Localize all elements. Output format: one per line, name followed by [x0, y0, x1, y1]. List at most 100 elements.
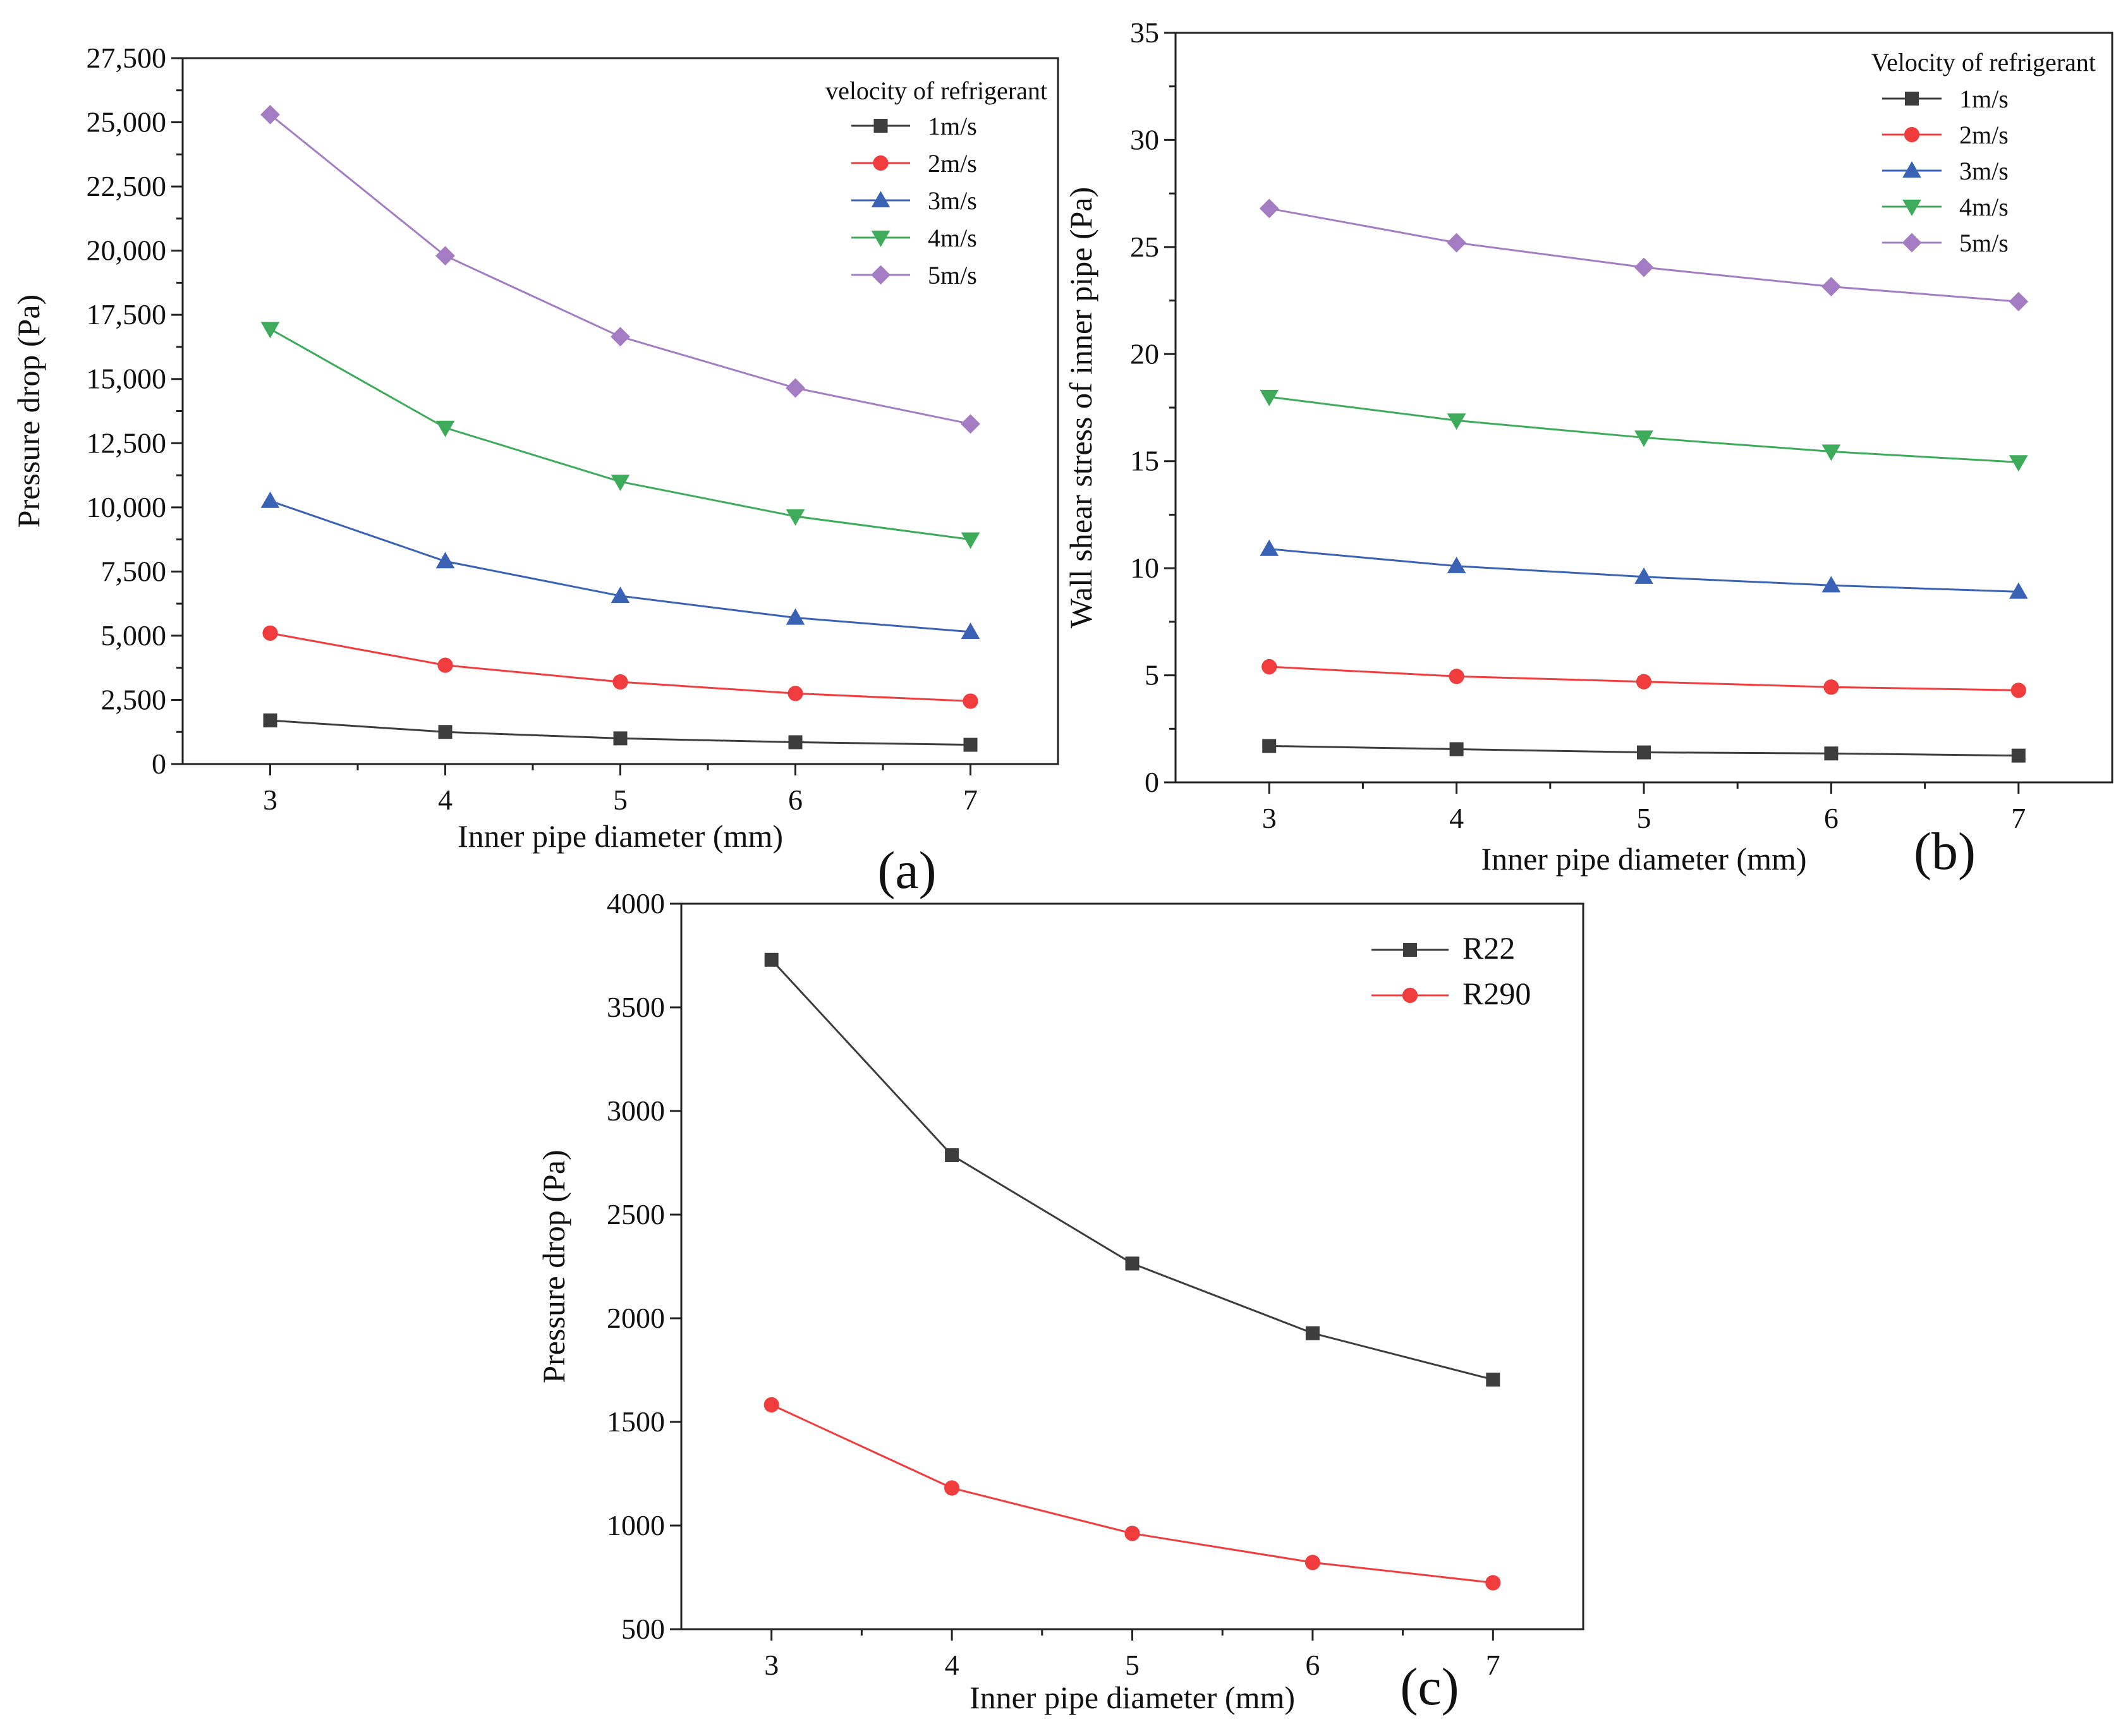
x-tick-label: 4: [1449, 802, 1464, 834]
data-point: [961, 532, 980, 549]
legend-title: velocity of refrigerant: [825, 76, 1047, 105]
legend-label: 2m/s: [1959, 121, 2009, 149]
data-point: [262, 625, 278, 641]
data-point: [1125, 1256, 1140, 1271]
x-tick-label: 3: [263, 784, 277, 816]
x-tick-label: 3: [764, 1649, 779, 1681]
data-point: [1259, 198, 1279, 219]
legend-marker: [1403, 943, 1417, 957]
data-point: [611, 327, 630, 347]
data-point: [435, 246, 455, 266]
legend-label: 5m/s: [928, 261, 977, 289]
data-point: [786, 608, 805, 625]
y-tick-label: 3500: [607, 991, 665, 1023]
data-point: [1304, 1555, 1320, 1570]
series-line: [269, 328, 971, 541]
series-line: [269, 114, 971, 425]
legend-label: R290: [1462, 976, 1531, 1011]
data-point: [2009, 455, 2028, 472]
legend-marker: [1904, 126, 1920, 143]
y-tick-label: 22,500: [87, 170, 167, 202]
series-line: [1268, 207, 2019, 303]
data-point: [2010, 683, 2026, 698]
data-point: [1124, 1526, 1140, 1541]
panel-label: (a): [877, 841, 936, 900]
legend-marker: [873, 155, 889, 171]
panel-label: (b): [1914, 822, 1976, 881]
data-point: [1636, 674, 1652, 689]
legend-label: 5m/s: [1959, 229, 2009, 257]
data-point: [963, 693, 978, 709]
series-4m/s: [260, 322, 980, 549]
data-point: [1821, 444, 1841, 461]
series-2m/s: [1262, 659, 2026, 698]
y-tick-label: 20,000: [87, 234, 167, 267]
data-point: [1486, 1373, 1500, 1387]
y-tick-label: 17,500: [87, 298, 167, 331]
data-point: [435, 420, 455, 437]
x-tick-label: 5: [1637, 802, 1651, 834]
x-tick-label: 7: [1486, 1649, 1500, 1681]
x-tick-label: 6: [788, 784, 803, 816]
legend-label: 2m/s: [928, 149, 977, 178]
y-tick-label: 0: [152, 748, 166, 780]
legend-marker: [1402, 987, 1418, 1004]
y-axis-title: Pressure drop (Pa): [536, 1150, 571, 1383]
data-point: [763, 1397, 779, 1412]
data-point: [611, 586, 630, 604]
data-point: [1637, 745, 1651, 760]
data-point: [437, 657, 453, 673]
data-point: [611, 475, 630, 492]
data-point: [1823, 679, 1839, 695]
plot-frame: [181, 57, 1059, 765]
data-point: [260, 322, 280, 339]
data-point: [786, 378, 805, 398]
x-tick-label: 5: [613, 784, 628, 816]
legend-marker: [1902, 233, 1922, 253]
y-tick-label: 5: [1145, 659, 1159, 691]
data-point: [1821, 576, 1841, 593]
y-tick-label: 20: [1130, 337, 1159, 370]
y-tick-label: 35: [1130, 16, 1159, 49]
y-tick-label: 12,500: [87, 427, 167, 459]
y-tick-label: 2,500: [101, 683, 167, 715]
series-line: [270, 500, 971, 633]
y-axis-title: Pressure drop (Pa): [11, 294, 46, 528]
data-point: [1821, 277, 1841, 296]
data-point: [1260, 389, 1279, 406]
y-tick-label: 3000: [607, 1095, 665, 1127]
y-tick-label: 0: [1145, 766, 1159, 798]
x-tick-label: 7: [2011, 802, 2026, 834]
series-5m/s: [260, 104, 980, 434]
y-tick-label: 15: [1130, 445, 1159, 477]
chart-panel-b: 3 4 5 6 7 0 5 10 15 20 25 30 35 Inner pipe diameter (…: [1063, 16, 2113, 881]
x-axis-title: Inner pipe diameter (mm): [1481, 841, 1806, 877]
x-tick-label: 6: [1824, 802, 1839, 834]
data-point: [1449, 669, 1464, 684]
data-point: [1824, 746, 1839, 761]
data-point: [1634, 567, 1653, 584]
data-point: [1485, 1575, 1501, 1591]
y-tick-label: 1000: [607, 1509, 665, 1541]
legend-label: 1m/s: [1959, 85, 2009, 113]
data-point: [1262, 659, 1277, 675]
series-line: [771, 1404, 1493, 1584]
y-tick-label: 10,000: [87, 491, 167, 523]
series-line: [770, 959, 1493, 1381]
legend-marker: [1905, 92, 1919, 106]
chart-panel-a: 3 4 5 6 7 0 2,500 5,000 7,500 10,000 12,500 15,000 1…: [11, 42, 1059, 900]
series-R290: [763, 1397, 1501, 1591]
legend-label: 4m/s: [928, 224, 977, 252]
data-point: [1447, 556, 1466, 573]
data-point: [438, 725, 453, 739]
y-tick-label: 5,000: [101, 619, 167, 652]
y-tick-label: 25,000: [87, 106, 167, 138]
data-point: [260, 104, 280, 124]
data-point: [435, 552, 455, 569]
x-tick-label: 4: [438, 784, 453, 816]
panel-label: (c): [1400, 1658, 1459, 1716]
y-axis-title: Wall shear stress of inner pipe (Pa): [1063, 187, 1098, 629]
data-point: [944, 1480, 960, 1496]
series-3m/s: [1260, 539, 2028, 599]
data-point: [1305, 1326, 1320, 1340]
